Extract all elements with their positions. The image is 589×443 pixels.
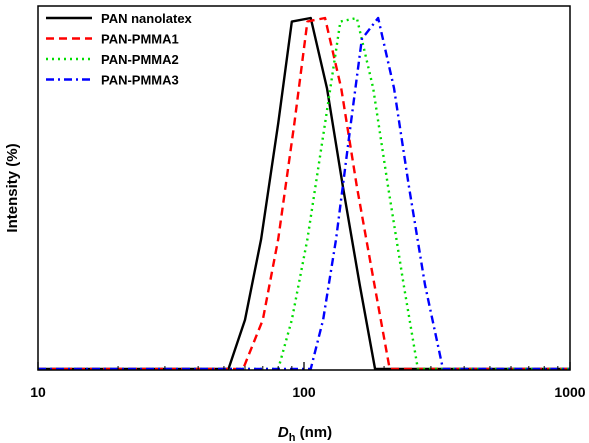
legend: PAN nanolatex PAN-PMMA1 PAN-PMMA2 PAN-PMMA3	[46, 11, 193, 88]
series-line-pan-pmma2	[38, 16, 570, 371]
x-tick-label: 100	[292, 384, 316, 400]
x-axis-title-symbol: D	[278, 424, 289, 441]
x-axis-title-unit: (nm)	[295, 424, 332, 441]
y-axis-title: Intensity (%)	[4, 143, 21, 232]
x-tick-label: 10	[30, 384, 46, 400]
series-line-pan-pmma3	[38, 16, 570, 371]
x-tick-label: 1000	[554, 384, 585, 400]
legend-label-pan-nanolatex: PAN nanolatex	[101, 11, 193, 26]
legend-label-pan-pmma3: PAN-PMMA3	[101, 73, 179, 88]
series-layer	[38, 16, 570, 371]
x-axis-title: Dh (nm)	[278, 424, 332, 443]
series-line-pan-pmma1	[38, 16, 570, 371]
x-axis-title-subscript: h	[289, 432, 296, 443]
series-line-pan-nanolatex	[38, 16, 570, 371]
legend-label-pan-pmma1: PAN-PMMA1	[101, 32, 179, 47]
legend-label-pan-pmma2: PAN-PMMA2	[101, 52, 179, 67]
x-axis: 10 100 1000	[30, 362, 586, 400]
